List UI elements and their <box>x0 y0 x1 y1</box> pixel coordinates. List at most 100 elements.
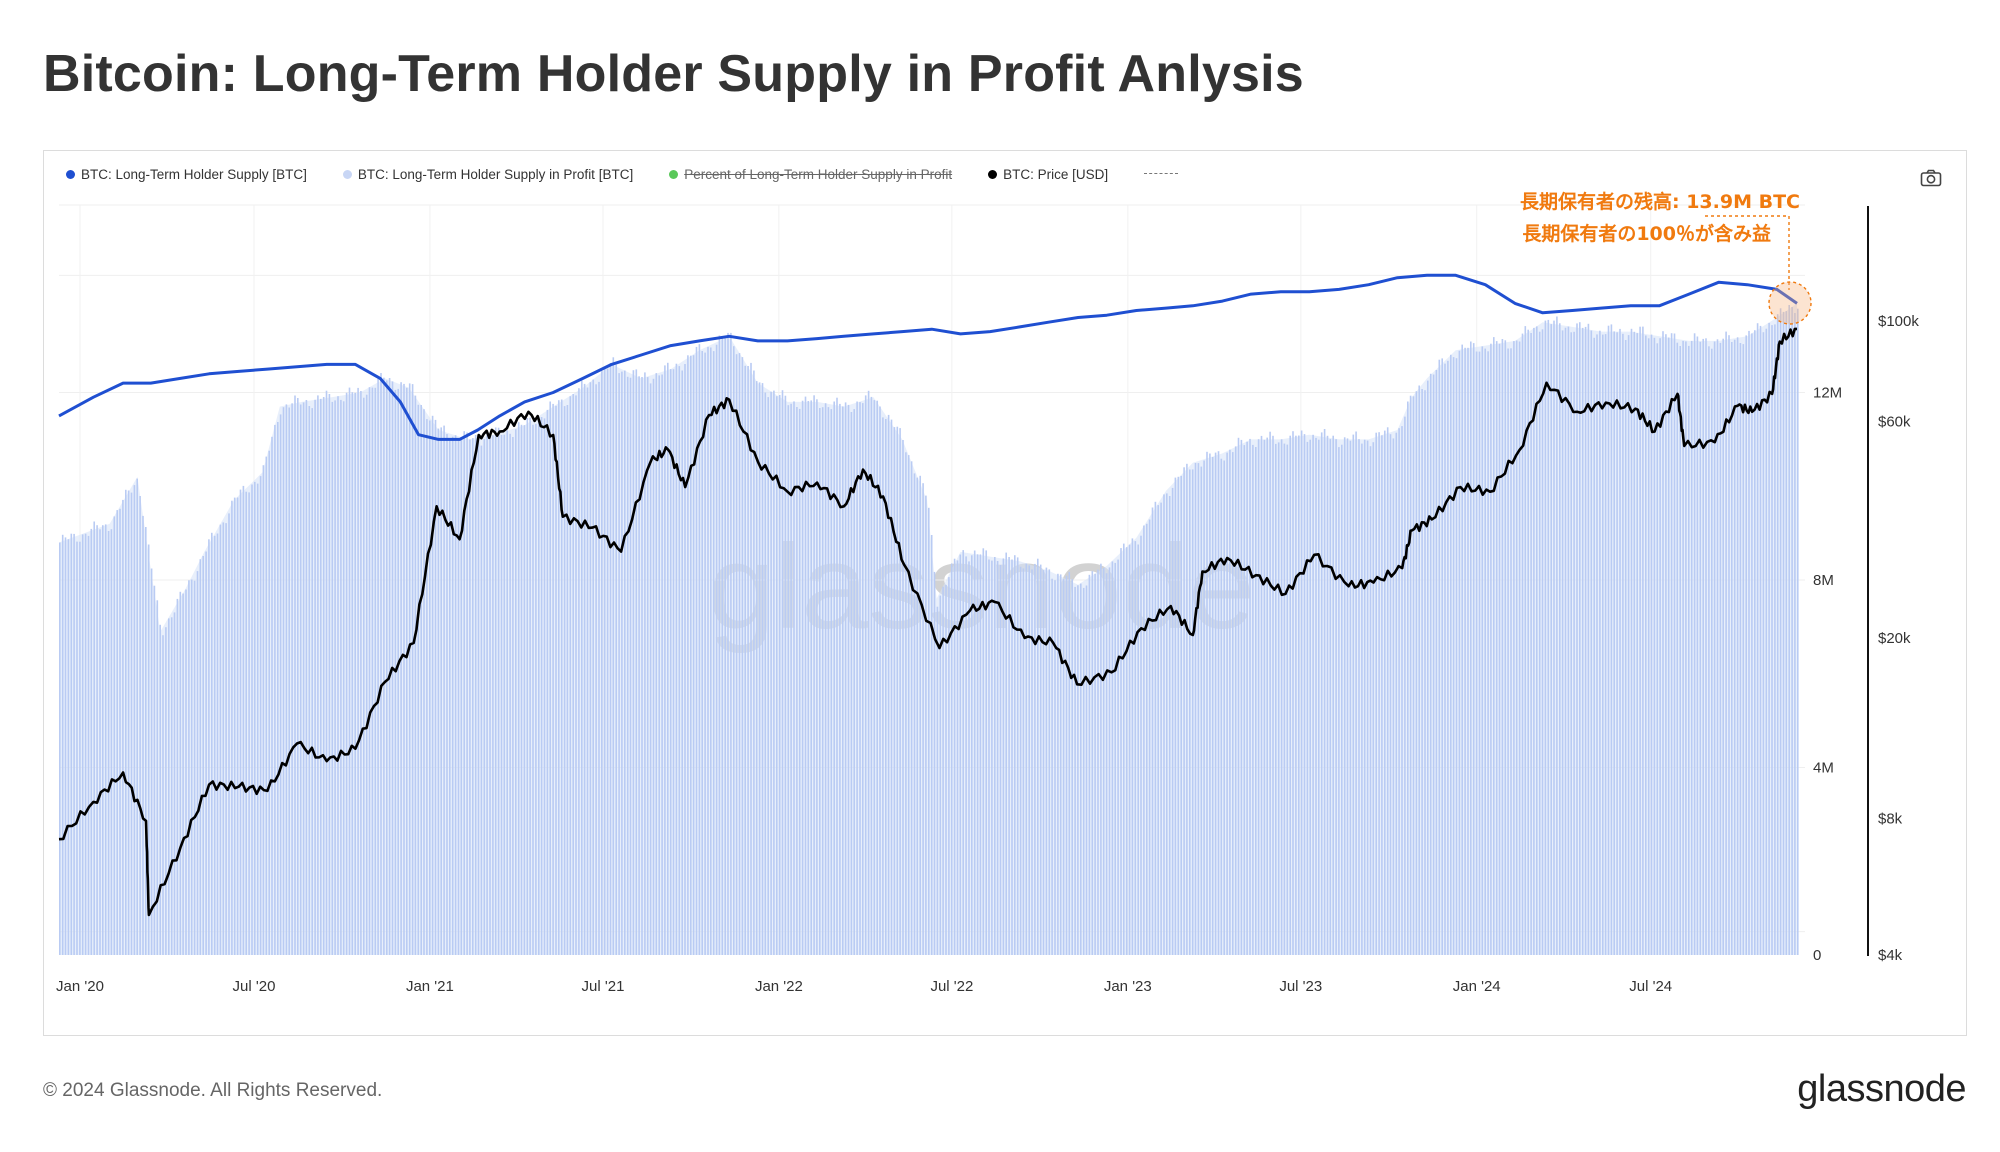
profit-bar <box>1094 573 1096 955</box>
profit-bar <box>583 383 586 955</box>
legend-item-lth-supply[interactable]: BTC: Long-Term Holder Supply [BTC] <box>66 167 307 182</box>
profit-bar <box>1596 334 1598 955</box>
profit-bar <box>1240 439 1243 955</box>
profit-bar <box>787 405 790 955</box>
profit-bar <box>1283 443 1286 955</box>
profit-bar <box>925 495 927 955</box>
profit-bar <box>1427 380 1429 956</box>
legend-item-price[interactable]: BTC: Price [USD] <box>988 167 1108 182</box>
profit-bar <box>492 435 494 955</box>
profit-bar <box>664 365 666 955</box>
profit-bar <box>893 427 896 956</box>
profit-bar <box>1174 477 1177 955</box>
y-left-tick-label: 12M <box>1813 385 1842 402</box>
profit-bar <box>262 465 265 955</box>
profit-bar <box>675 363 678 955</box>
profit-bar <box>472 438 474 956</box>
profit-bar <box>879 406 881 955</box>
legend-item-percent-in-profit[interactable]: Percent of Long-Term Holder Supply in Pr… <box>669 167 952 182</box>
legend-item-lth-supply-in-profit[interactable]: BTC: Long-Term Holder Supply in Profit [… <box>342 167 633 182</box>
profit-bar <box>1455 358 1458 955</box>
profit-bar <box>503 434 506 955</box>
profit-bar <box>1148 519 1151 955</box>
profit-bar <box>638 376 640 955</box>
profit-bar <box>125 489 127 955</box>
profit-bar <box>417 404 420 955</box>
profit-bar <box>629 377 632 955</box>
profit-bar <box>549 401 551 955</box>
profit-bar <box>1395 432 1398 955</box>
profit-bar <box>793 401 795 955</box>
profit-bar <box>761 383 764 956</box>
profit-bar <box>497 427 500 955</box>
profit-bar <box>1570 332 1572 955</box>
profit-bar <box>796 407 798 955</box>
profit-bar <box>1014 555 1016 955</box>
profit-bar <box>1234 446 1237 955</box>
profit-bar <box>896 426 899 955</box>
profit-bar <box>1034 563 1036 955</box>
profit-bar <box>1054 580 1056 955</box>
profit-bar <box>1082 587 1085 955</box>
profit-bar <box>489 436 491 955</box>
profit-bar <box>1647 338 1650 955</box>
profit-bar <box>199 559 202 955</box>
profit-bar <box>988 559 990 955</box>
profit-bar <box>1524 326 1527 956</box>
page-title: Bitcoin: Long-Term Holder Supply in Prof… <box>43 45 1304 103</box>
profit-bar <box>1343 437 1346 955</box>
profit-bar <box>1470 341 1472 955</box>
profit-bar <box>962 550 964 955</box>
profit-bar <box>64 537 67 955</box>
profit-bar <box>1673 333 1676 955</box>
profit-bar <box>586 387 589 955</box>
profit-bar <box>431 415 434 955</box>
profit-bar <box>1424 390 1426 955</box>
profit-bar <box>1389 434 1392 955</box>
profit-bar <box>1088 574 1091 955</box>
x-tick-label: Jul '24 <box>1629 978 1672 995</box>
profit-bar <box>1263 439 1266 955</box>
profit-bar <box>882 417 884 955</box>
profit-bar <box>90 528 93 955</box>
profit-bar <box>1464 347 1466 955</box>
profit-bar <box>1679 346 1681 955</box>
profit-bar <box>1733 339 1736 955</box>
profit-bar <box>345 392 348 955</box>
profit-bar <box>1513 341 1515 956</box>
camera-icon[interactable] <box>1920 169 1942 187</box>
profit-bar <box>1665 334 1667 955</box>
profit-bar <box>515 429 517 955</box>
profit-bar <box>271 436 273 955</box>
profit-bar <box>84 533 87 955</box>
profit-bar <box>885 419 887 955</box>
profit-bar <box>1335 439 1337 955</box>
profit-bar <box>311 408 313 956</box>
profit-bar <box>1722 338 1724 955</box>
profit-bar <box>621 371 623 956</box>
profit-bar <box>216 533 219 955</box>
profit-bar <box>867 390 870 955</box>
profit-bar <box>824 403 827 955</box>
profit-bar <box>1504 340 1507 955</box>
profit-bar <box>1125 547 1128 955</box>
profit-bar <box>1759 325 1762 955</box>
profit-bar <box>1229 449 1231 955</box>
profit-bar <box>1341 444 1343 955</box>
profit-bar <box>733 346 735 955</box>
legend-item-dashed-line[interactable] <box>1144 172 1179 176</box>
profit-bar <box>1564 327 1567 955</box>
profit-bar <box>1642 326 1644 956</box>
profit-bar <box>1057 573 1059 955</box>
profit-bar <box>1329 439 1332 956</box>
profit-bar <box>520 424 523 955</box>
profit-bar <box>1375 432 1377 955</box>
profit-bar <box>371 387 374 956</box>
profit-bar <box>1713 341 1716 955</box>
profit-bar <box>994 557 996 955</box>
profit-bar <box>1398 428 1400 955</box>
profit-bar <box>342 401 345 955</box>
profit-bar <box>328 394 331 955</box>
profit-bar <box>136 478 138 955</box>
